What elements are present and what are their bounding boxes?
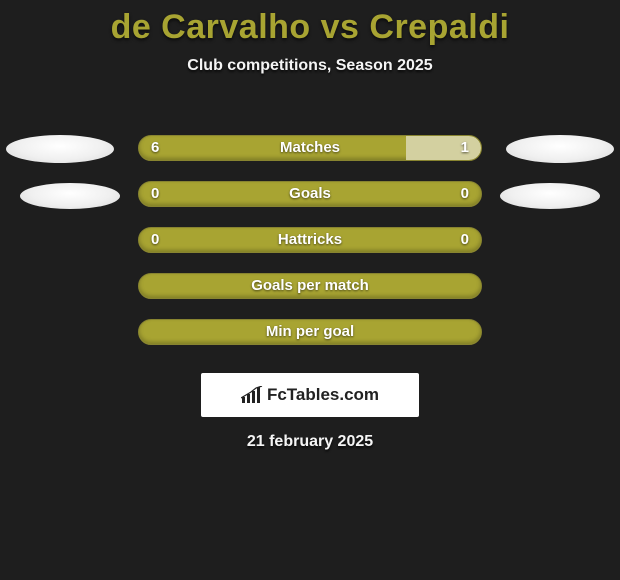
logo-text: FcTables.com bbox=[267, 385, 379, 405]
logo-box: FcTables.com bbox=[201, 373, 419, 417]
stat-label: Min per goal bbox=[139, 320, 481, 344]
stat-right-value: 0 bbox=[461, 182, 469, 206]
stat-left-value: 0 bbox=[151, 228, 159, 252]
stat-row: 6 Matches 1 bbox=[0, 125, 620, 171]
stat-label: Hattricks bbox=[139, 228, 481, 252]
player-left-avatar bbox=[6, 135, 114, 163]
stat-row: 0 Hattricks 0 bbox=[0, 217, 620, 263]
stat-left-value: 0 bbox=[151, 182, 159, 206]
stat-bar-fill-right bbox=[406, 136, 481, 160]
stat-bar: 6 Matches 1 bbox=[138, 135, 482, 161]
stat-label: Goals bbox=[139, 182, 481, 206]
stat-row: 0 Goals 0 bbox=[0, 171, 620, 217]
stat-row: Min per goal bbox=[0, 309, 620, 355]
stat-bar: Min per goal bbox=[138, 319, 482, 345]
stat-left-value: 6 bbox=[151, 136, 159, 160]
stat-bar: 0 Hattricks 0 bbox=[138, 227, 482, 253]
stat-label: Goals per match bbox=[139, 274, 481, 298]
stat-bar: Goals per match bbox=[138, 273, 482, 299]
player-right-avatar bbox=[506, 135, 614, 163]
stat-right-value: 0 bbox=[461, 228, 469, 252]
stat-row: Goals per match bbox=[0, 263, 620, 309]
bar-chart-icon bbox=[241, 386, 263, 404]
subtitle: Club competitions, Season 2025 bbox=[0, 57, 620, 75]
player-right-avatar bbox=[500, 183, 600, 209]
player-left-avatar bbox=[20, 183, 120, 209]
page-title: de Carvalho vs Crepaldi bbox=[0, 0, 620, 47]
date-label: 21 february 2025 bbox=[0, 433, 620, 451]
stat-bar: 0 Goals 0 bbox=[138, 181, 482, 207]
stats-rows: 6 Matches 1 0 Goals 0 0 Hattricks 0 Goal… bbox=[0, 125, 620, 355]
